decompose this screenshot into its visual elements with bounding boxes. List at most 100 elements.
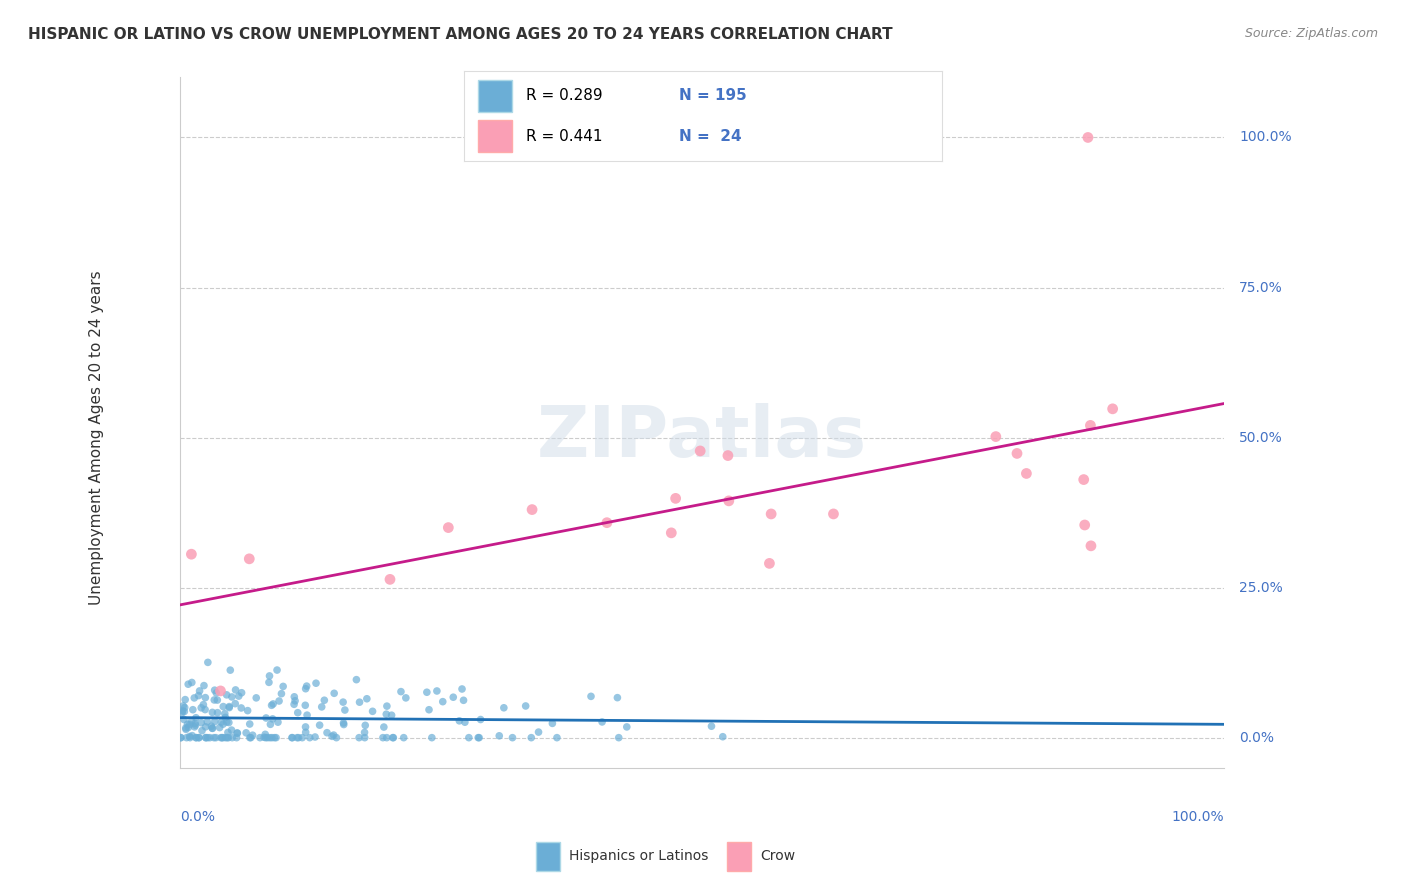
Point [285,731,308,745]
Point [361,704,384,718]
Point [183,720,205,734]
Point [294,698,316,713]
Point [295,679,318,693]
Point [183,690,205,705]
Point [281,731,304,745]
Point [221,723,243,737]
Point [194,703,217,717]
Point [211,731,233,745]
Point [501,731,523,745]
Point [607,731,630,745]
Point [606,690,628,705]
Point [173,705,195,719]
Point [295,708,318,723]
Text: 25.0%: 25.0% [1239,581,1284,595]
Point [194,731,217,745]
Point [395,690,418,705]
Point [194,731,217,745]
Point [254,727,277,741]
Point [441,690,464,705]
Point [492,700,515,714]
Point [291,731,314,745]
Point [242,728,264,742]
Point [217,725,239,739]
Point [174,692,197,706]
Point [201,721,224,735]
Point [191,723,214,738]
Point [181,729,204,743]
Point [193,698,215,712]
Point [219,663,242,677]
Point [314,693,336,707]
Point [298,731,321,745]
Point [1073,518,1095,533]
Point [717,449,740,463]
Point [449,714,471,728]
Point [194,690,217,705]
Point [321,729,343,743]
Point [322,728,344,742]
Point [225,682,247,697]
Point [375,699,398,714]
Point [184,716,207,731]
Point [231,686,253,700]
Point [378,573,401,587]
Point [984,429,1007,443]
Point [224,697,246,711]
Point [470,713,492,727]
Point [180,714,202,728]
Text: Hispanics or Latinos: Hispanics or Latinos [569,849,709,863]
Point [283,690,305,704]
Point [266,663,288,677]
Text: Unemployment Among Ages 20 to 24 years: Unemployment Among Ages 20 to 24 years [89,270,104,605]
Point [256,731,278,745]
Point [197,731,219,745]
Point [665,491,688,506]
Point [284,694,307,708]
Point [515,698,537,713]
Point [212,717,235,731]
Point [214,731,236,745]
Point [416,685,439,699]
Point [235,726,257,740]
Point [172,698,194,713]
Point [254,731,277,745]
Point [283,698,305,712]
Point [659,525,682,540]
Point [294,725,316,739]
Point [208,721,231,735]
Point [245,690,267,705]
Point [382,731,405,745]
Point [195,714,218,729]
Point [527,725,550,739]
Text: Crow: Crow [761,849,796,863]
Point [1080,539,1102,553]
Point [197,656,219,670]
Point [193,679,215,693]
Point [188,684,211,698]
Point [308,718,330,732]
Point [262,712,284,726]
FancyBboxPatch shape [727,842,751,871]
Point [176,731,198,745]
Point [200,719,222,733]
Point [221,731,243,745]
Point [202,693,225,707]
Point [356,691,378,706]
Point [344,673,367,687]
Point [451,681,474,696]
Point [546,731,568,745]
Point [1080,418,1102,433]
Text: R = 0.441: R = 0.441 [526,128,603,144]
Point [176,717,198,731]
Point [201,706,224,720]
Point [353,731,375,745]
Point [717,494,740,508]
Point [420,731,443,745]
Point [179,717,201,731]
Point [169,731,191,745]
Point [239,731,262,745]
Point [217,731,239,745]
Point [260,731,283,745]
Point [353,725,375,739]
